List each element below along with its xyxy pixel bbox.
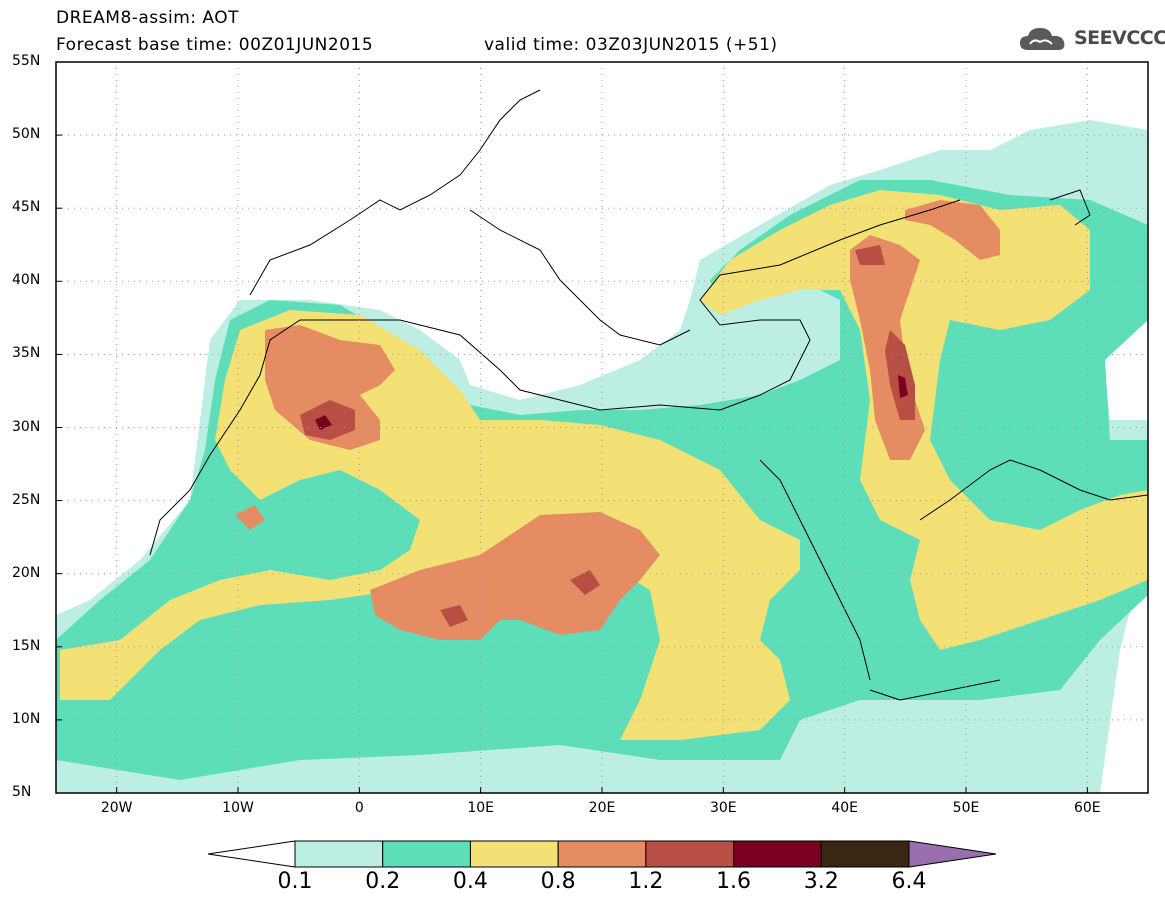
colorbar-label: 0.4 <box>445 869 495 894</box>
colorbar-swatch <box>295 841 383 867</box>
colorbar-swatch <box>646 841 734 867</box>
colorbar-swatch <box>734 841 822 867</box>
colorbar-over-triangle <box>909 841 996 867</box>
colorbar-label: 3.2 <box>796 869 846 894</box>
colorbar-label: 6.4 <box>884 869 934 894</box>
colorbar-swatch <box>558 841 646 867</box>
colorbar-swatch <box>470 841 558 867</box>
colorbar-swatch <box>383 841 471 867</box>
colorbar-swatch <box>821 841 909 867</box>
colorbar-label: 1.6 <box>709 869 759 894</box>
colorbar-label: 1.2 <box>621 869 671 894</box>
colorbar-label: 0.8 <box>533 869 583 894</box>
colorbar-label: 0.1 <box>270 869 320 894</box>
colorbar-label: 0.2 <box>358 869 408 894</box>
colorbar-under-triangle <box>208 841 295 867</box>
